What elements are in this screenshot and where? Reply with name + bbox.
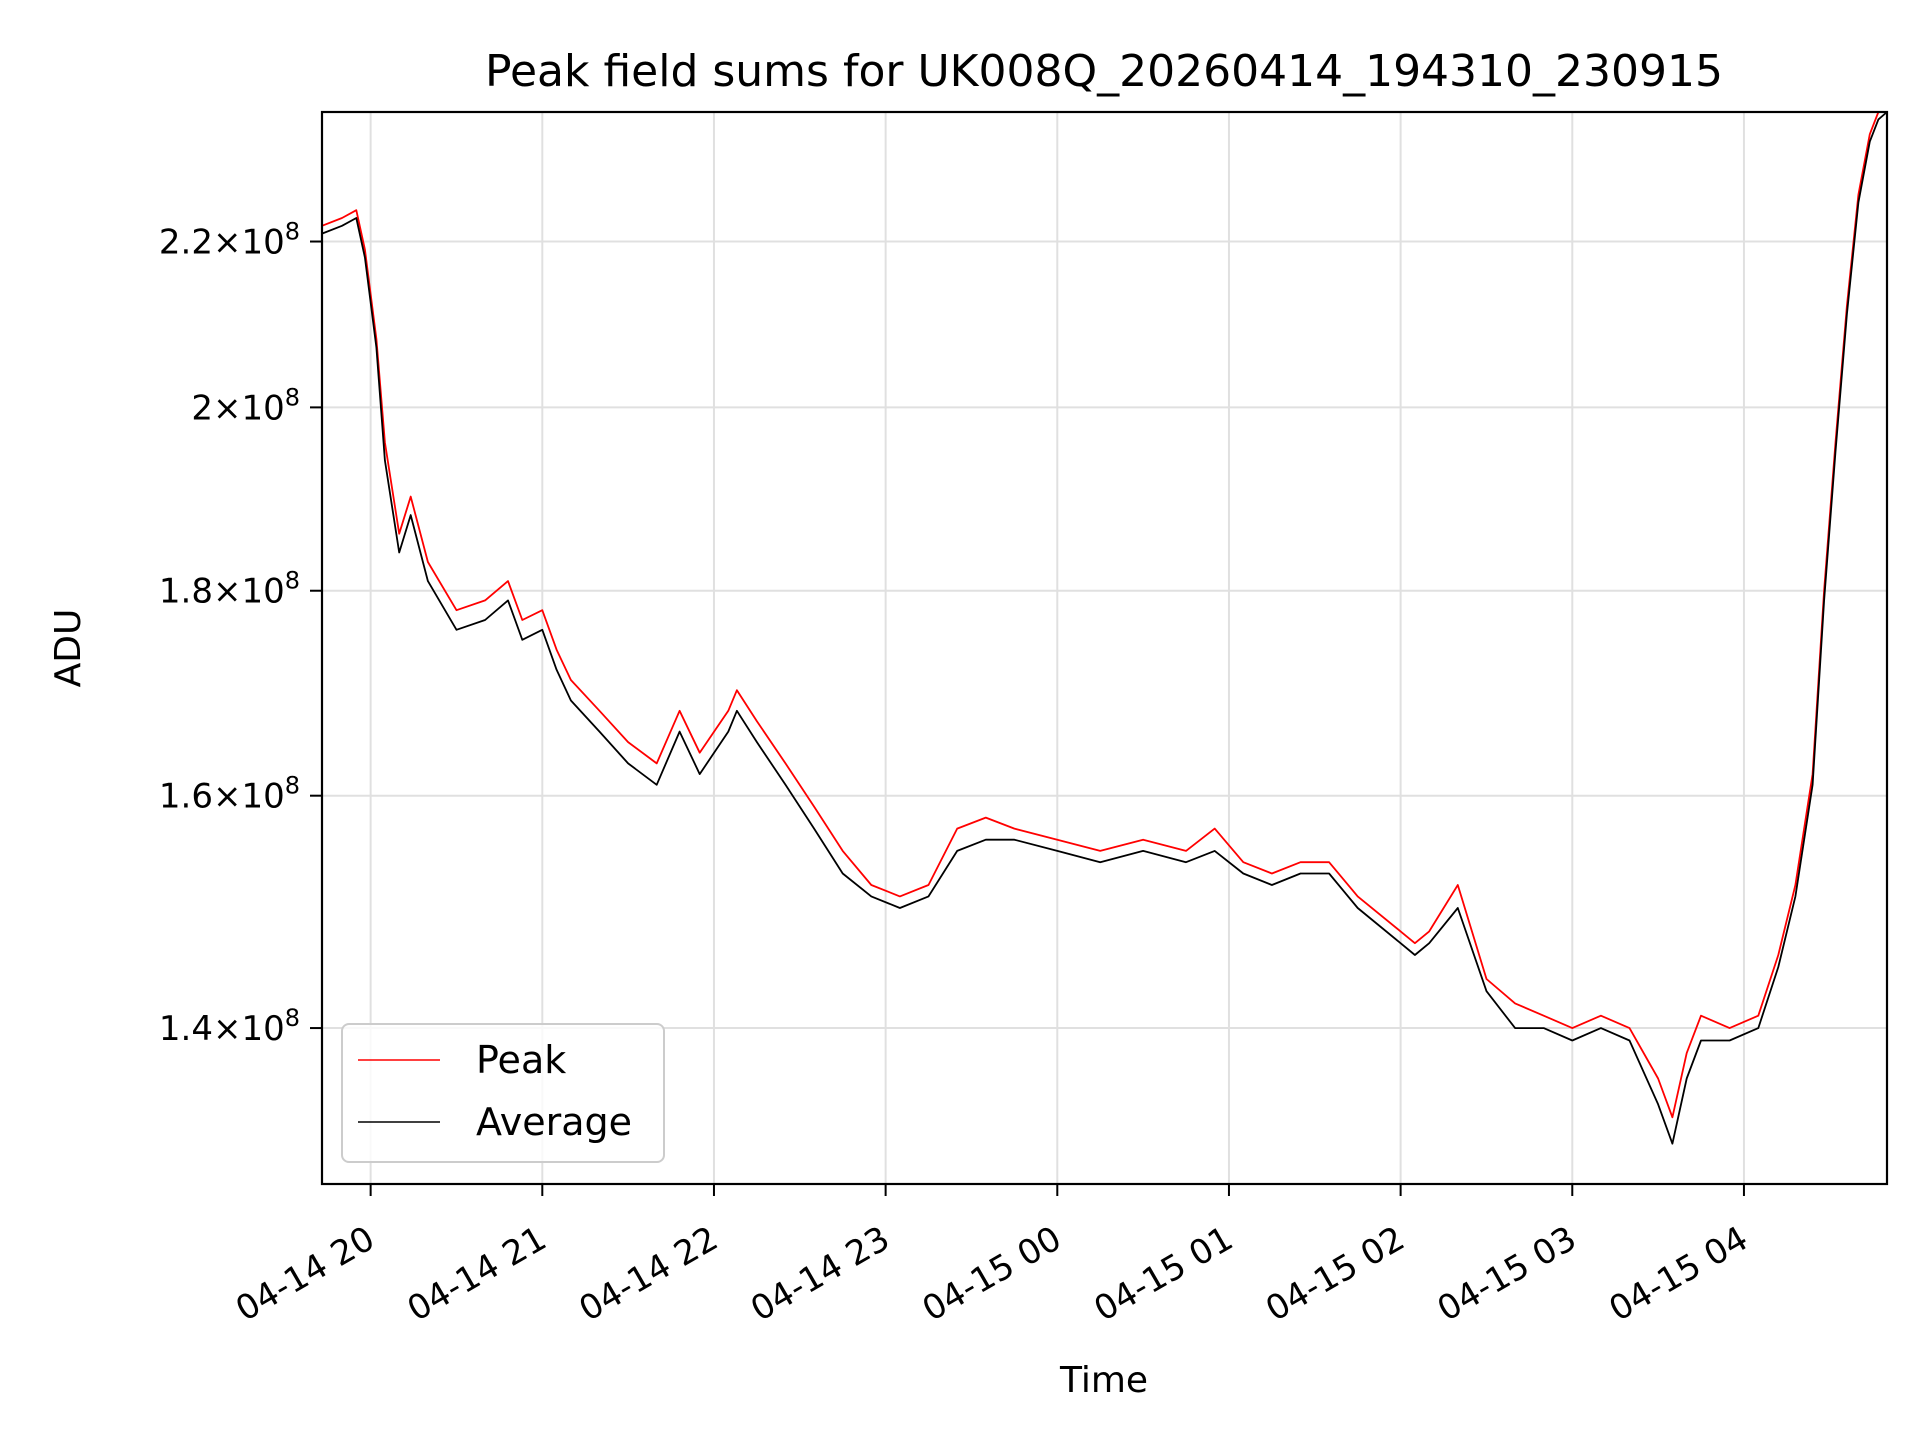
y-tick-exponent: 8	[285, 772, 300, 800]
y-tick-mantissa: 1.6	[159, 777, 213, 817]
y-tick-label: 2×108	[191, 383, 300, 428]
y-tick-base: 10	[241, 1009, 284, 1049]
y-tick-label: 2.2×108	[159, 218, 300, 263]
y-tick-label: 1.4×108	[159, 1004, 300, 1049]
y-tick-base: 10	[241, 777, 284, 817]
y-tick-exponent: 8	[285, 383, 300, 411]
series-line-peak	[321, 111, 1887, 1119]
y-tick-times: ×	[213, 388, 242, 428]
grid	[322, 112, 1887, 1184]
y-tick-label: 1.6×108	[159, 772, 300, 817]
y-tick-mantissa: 2.2	[159, 223, 213, 263]
y-tick-base: 10	[241, 388, 284, 428]
y-tick-times: ×	[213, 1009, 242, 1049]
y-tick-mantissa: 2	[191, 388, 213, 428]
series-line-average	[321, 111, 1888, 1145]
y-tick-base: 10	[241, 223, 284, 263]
y-axis-label: ADU	[48, 609, 89, 688]
y-tick-base: 10	[241, 572, 284, 612]
legend: Peak Average	[341, 1023, 665, 1163]
y-tick-label: 1.8×108	[159, 567, 300, 612]
x-axis-label: Time	[1059, 1360, 1148, 1401]
chart-title: Peak field sums for UK008Q_20260414_1943…	[485, 46, 1723, 97]
y-tick-exponent: 8	[285, 218, 300, 246]
y-tick-exponent: 8	[285, 567, 300, 595]
legend-label-peak: Peak	[476, 1038, 566, 1082]
plot-frame	[320, 110, 1889, 1186]
series-group	[321, 111, 1888, 1145]
y-tick-times: ×	[213, 572, 242, 612]
legend-box	[341, 1023, 665, 1163]
y-tick-exponent: 8	[285, 1004, 300, 1032]
y-tick-times: ×	[213, 777, 242, 817]
legend-label-average: Average	[476, 1100, 632, 1144]
y-tick-times: ×	[213, 223, 242, 263]
y-tick-mantissa: 1.8	[159, 572, 213, 612]
y-tick-mantissa: 1.4	[159, 1009, 213, 1049]
